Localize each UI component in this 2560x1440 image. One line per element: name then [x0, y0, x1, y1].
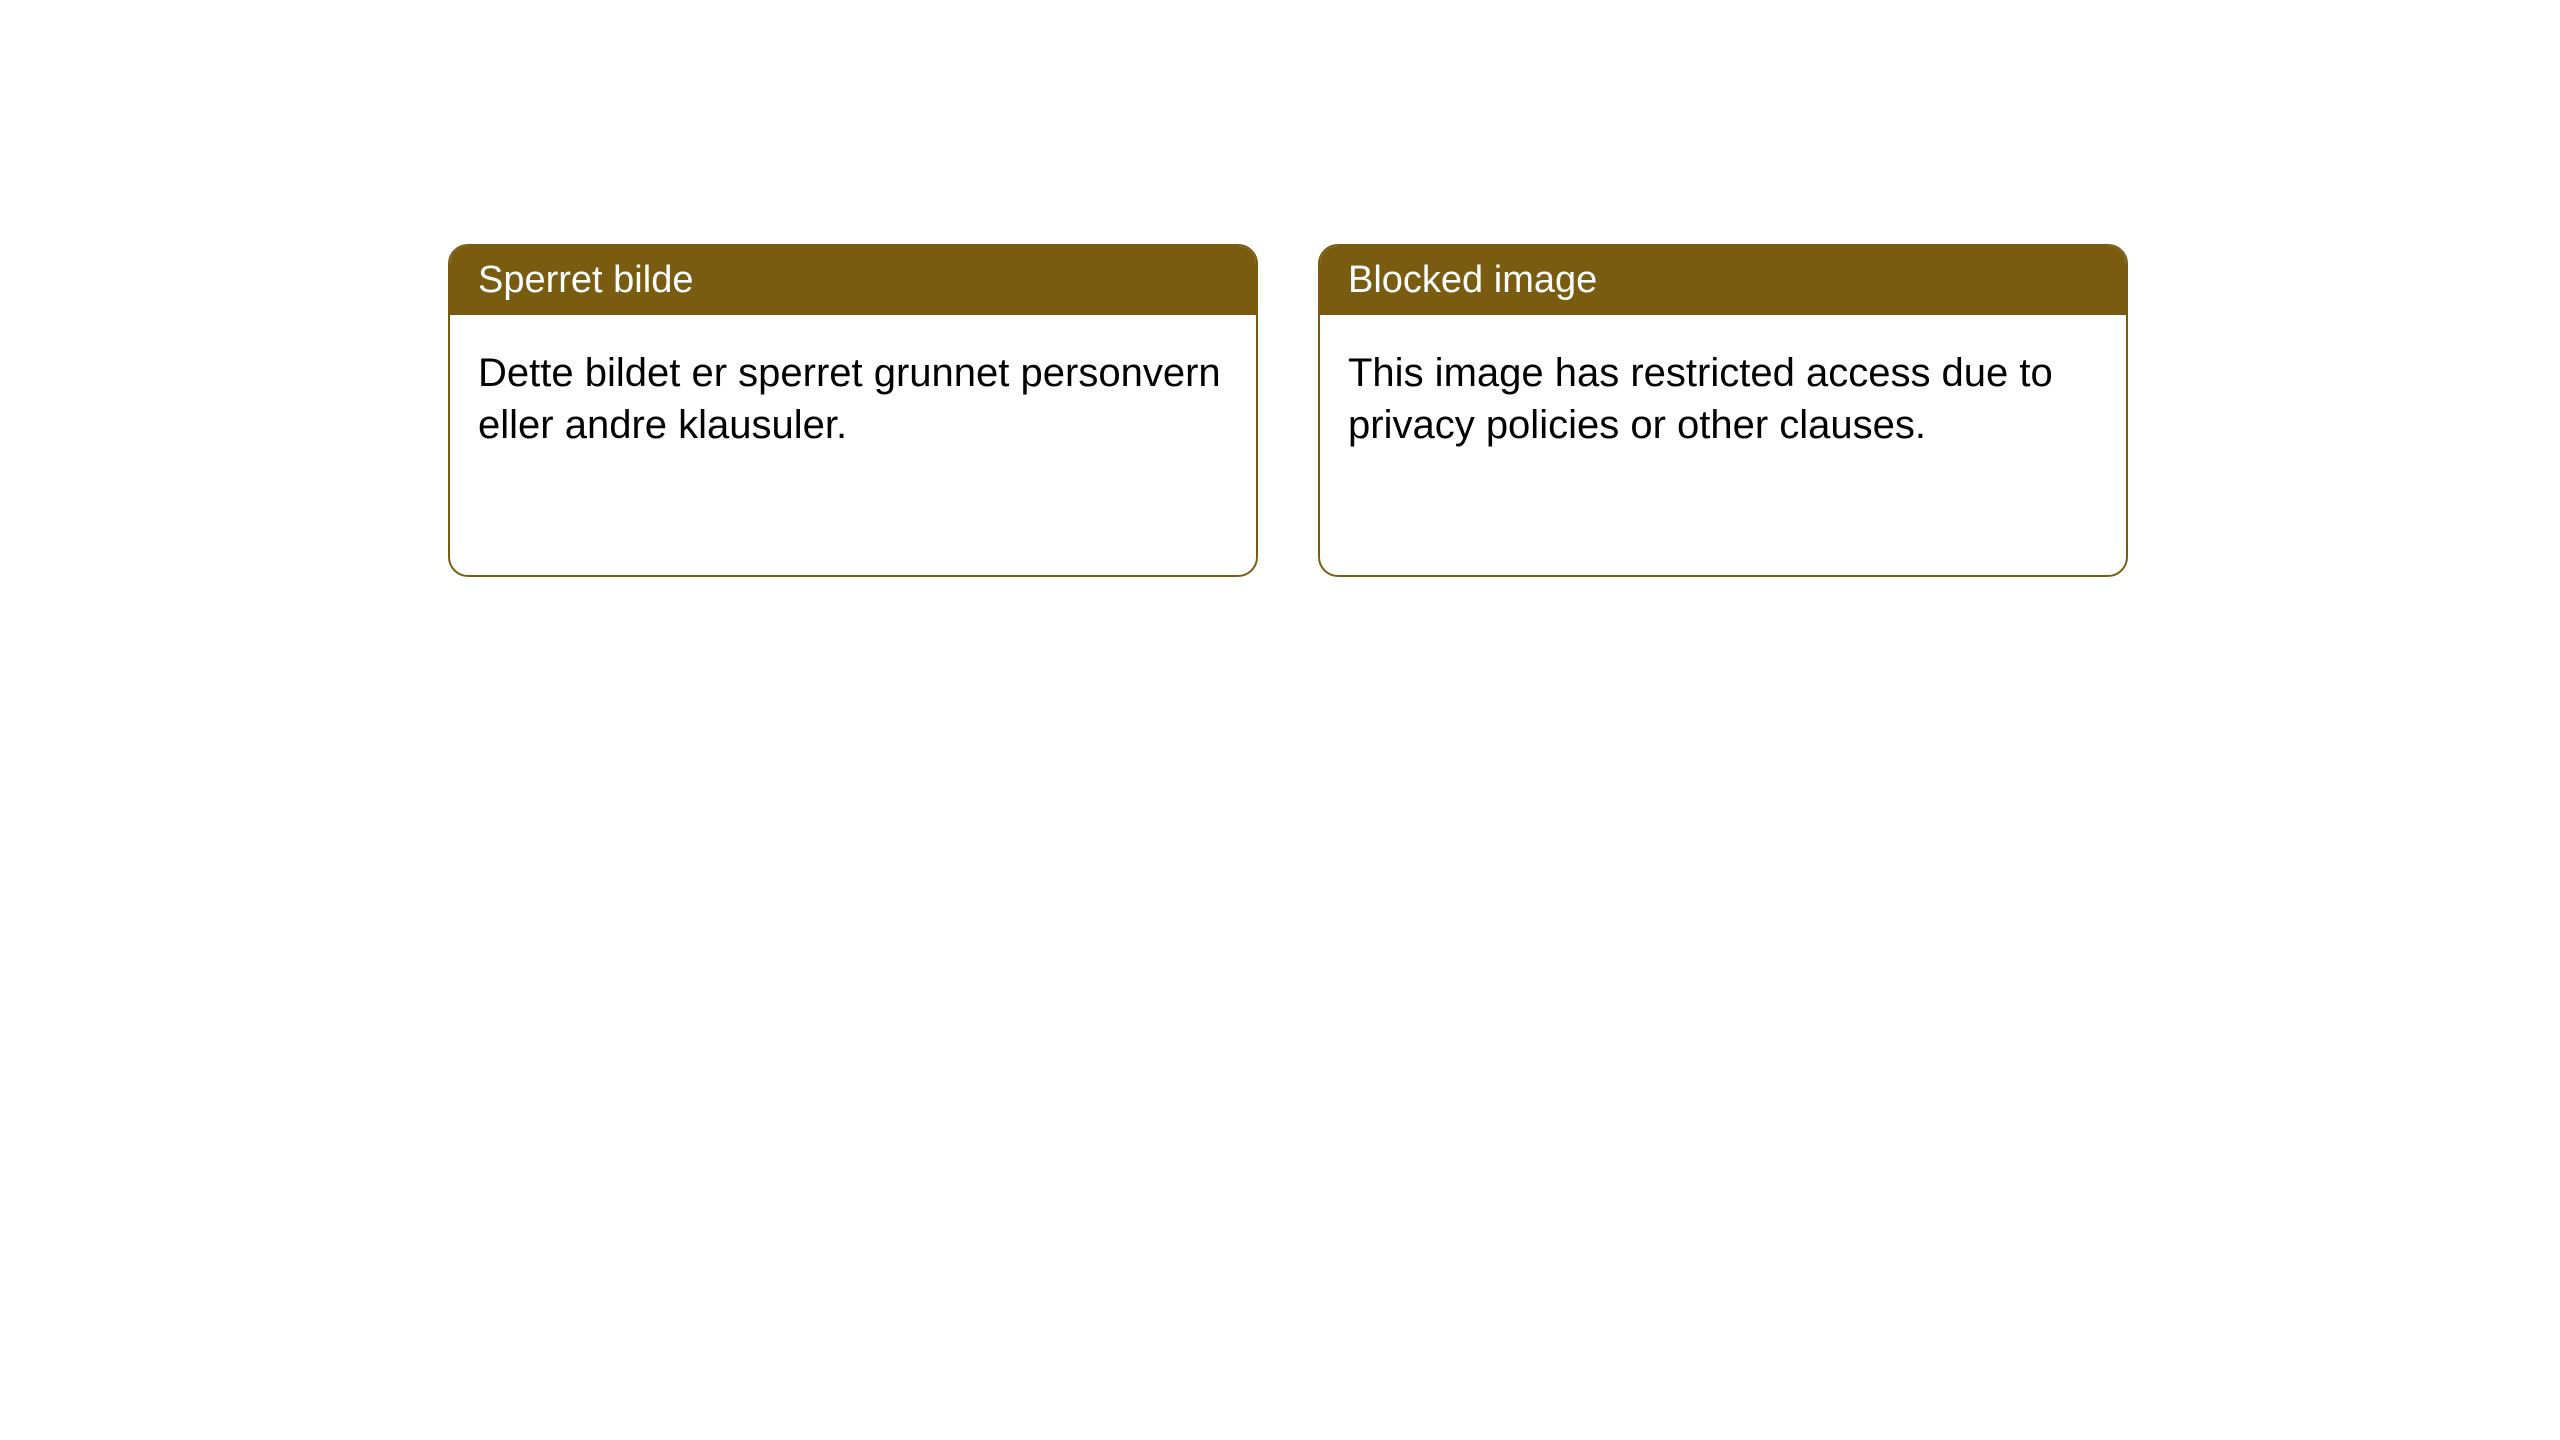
notice-container: Sperret bilde Dette bildet er sperret gr… [0, 0, 2560, 577]
notice-header-norwegian: Sperret bilde [450, 246, 1256, 315]
notice-body-norwegian: Dette bildet er sperret grunnet personve… [450, 315, 1256, 483]
notice-card-norwegian: Sperret bilde Dette bildet er sperret gr… [448, 244, 1258, 577]
notice-body-english: This image has restricted access due to … [1320, 315, 2126, 483]
notice-card-english: Blocked image This image has restricted … [1318, 244, 2128, 577]
notice-header-english: Blocked image [1320, 246, 2126, 315]
